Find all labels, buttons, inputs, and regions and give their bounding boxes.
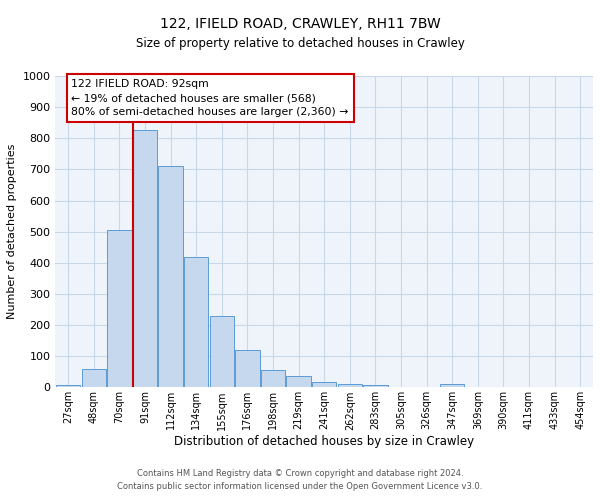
- Text: Size of property relative to detached houses in Crawley: Size of property relative to detached ho…: [136, 38, 464, 51]
- Bar: [363, 385, 388, 388]
- Y-axis label: Number of detached properties: Number of detached properties: [7, 144, 17, 320]
- Bar: [261, 370, 285, 388]
- Bar: [107, 230, 131, 388]
- Bar: [440, 384, 464, 388]
- Text: Contains public sector information licensed under the Open Government Licence v3: Contains public sector information licen…: [118, 482, 482, 491]
- X-axis label: Distribution of detached houses by size in Crawley: Distribution of detached houses by size …: [174, 435, 474, 448]
- Bar: [133, 130, 157, 388]
- Bar: [158, 166, 183, 388]
- Bar: [56, 385, 80, 388]
- Bar: [286, 376, 311, 388]
- Bar: [235, 350, 260, 388]
- Bar: [338, 384, 362, 388]
- Bar: [209, 316, 234, 388]
- Text: 122 IFIELD ROAD: 92sqm
← 19% of detached houses are smaller (568)
80% of semi-de: 122 IFIELD ROAD: 92sqm ← 19% of detached…: [71, 79, 349, 117]
- Text: 122, IFIELD ROAD, CRAWLEY, RH11 7BW: 122, IFIELD ROAD, CRAWLEY, RH11 7BW: [160, 18, 440, 32]
- Text: Contains HM Land Registry data © Crown copyright and database right 2024.: Contains HM Land Registry data © Crown c…: [137, 468, 463, 477]
- Bar: [184, 256, 208, 388]
- Bar: [312, 382, 337, 388]
- Bar: [82, 368, 106, 388]
